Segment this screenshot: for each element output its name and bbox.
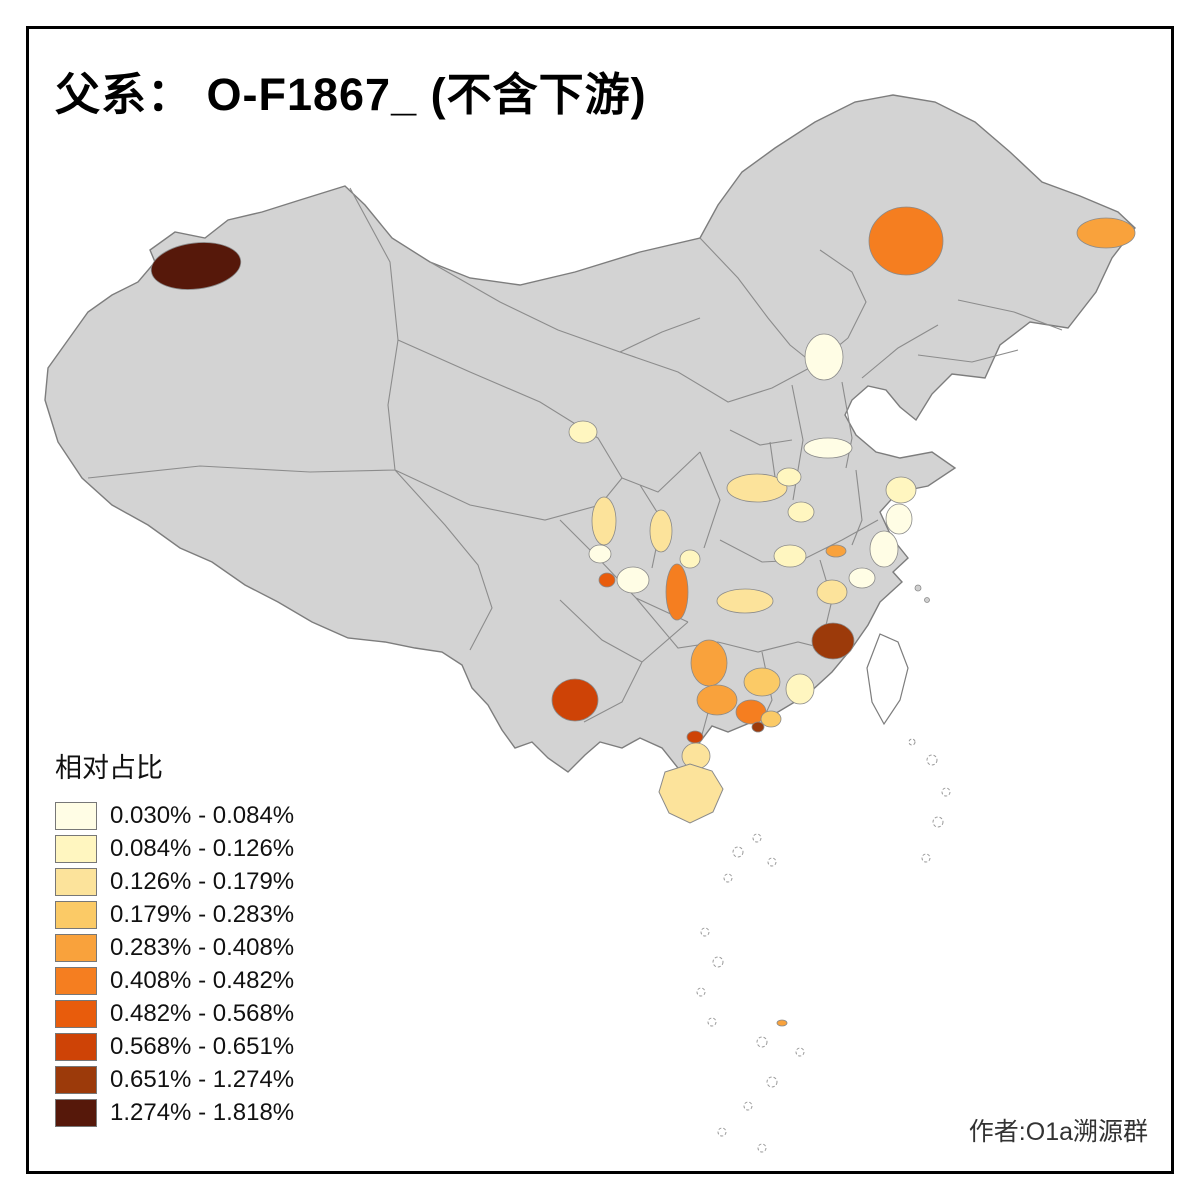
hainan-island: [658, 763, 724, 824]
map-region: [868, 206, 944, 276]
legend-label: 0.084% - 0.126%: [110, 834, 295, 862]
map-region: [811, 622, 855, 660]
map-region: [825, 544, 847, 558]
map-region: [598, 572, 616, 588]
map-region: [665, 563, 689, 621]
map-region: [726, 473, 788, 503]
legend-item: 0.179% - 0.283%: [55, 898, 294, 931]
map-region: [743, 667, 781, 697]
map-region: [696, 684, 738, 716]
legend-item: 0.283% - 0.408%: [55, 931, 294, 964]
legend-label: 0.283% - 0.408%: [110, 933, 295, 961]
map-region: [885, 503, 913, 535]
map-region: [568, 420, 598, 444]
map-region: [591, 496, 617, 546]
map-region: [760, 710, 782, 728]
map-region: [588, 544, 612, 564]
map-region: [885, 476, 917, 504]
legend-swatch: [55, 933, 97, 962]
map-region: [686, 730, 704, 744]
legend-item: 0.408% - 0.482%: [55, 964, 294, 997]
legend-swatch: [55, 1032, 97, 1061]
map-region: [716, 588, 774, 614]
map-region: [804, 333, 844, 381]
legend-label: 0.179% - 0.283%: [110, 900, 295, 928]
map-region: [616, 566, 650, 594]
taiwan-island: [866, 633, 909, 726]
legend-item: 0.482% - 0.568%: [55, 997, 294, 1030]
legend-swatch: [55, 999, 97, 1028]
legend-label: 1.274% - 1.818%: [110, 1098, 295, 1126]
legend-item: 0.030% - 0.084%: [55, 799, 294, 832]
legend-item: 0.651% - 1.274%: [55, 1063, 294, 1096]
map-region: [803, 437, 853, 459]
map-region: [751, 721, 765, 733]
sea-islands: [696, 738, 951, 1153]
map-region: [1076, 217, 1136, 249]
legend-swatch: [55, 1098, 97, 1127]
legend-label: 0.482% - 0.568%: [110, 999, 295, 1027]
legend-swatch: [55, 1065, 97, 1094]
page-title: 父系： O-F1867_ (不含下游): [55, 69, 647, 120]
map-region: [649, 509, 673, 553]
legend-label: 0.126% - 0.179%: [110, 867, 295, 895]
coastal-islands: [914, 584, 930, 603]
legend-item: 0.084% - 0.126%: [55, 832, 294, 865]
legend-title: 相对占比: [55, 753, 163, 783]
map-region: [869, 530, 899, 568]
map-region: [848, 567, 876, 589]
legend-label: 0.408% - 0.482%: [110, 966, 295, 994]
legend: 相对占比 0.030% - 0.084% 0.084% - 0.126% 0.1…: [55, 746, 294, 1129]
map-region: [776, 467, 802, 487]
map-region: [787, 501, 815, 523]
map-region: [776, 1019, 788, 1027]
legend-item: 0.568% - 0.651%: [55, 1030, 294, 1063]
map-region: [690, 639, 728, 687]
map-region: [679, 549, 701, 569]
legend-item: 0.126% - 0.179%: [55, 865, 294, 898]
legend-label: 0.568% - 0.651%: [110, 1032, 295, 1060]
legend-swatch: [55, 867, 97, 896]
map-region: [551, 678, 599, 722]
colored-regions: [150, 206, 1136, 1027]
legend-item: 1.274% - 1.818%: [55, 1096, 294, 1129]
map-region: [773, 544, 807, 568]
legend-swatch: [55, 966, 97, 995]
map-region: [785, 673, 815, 705]
legend-swatch: [55, 801, 97, 830]
author-credit: 作者:O1a溯源群: [968, 1118, 1148, 1146]
legend-swatch: [55, 900, 97, 929]
map-region: [150, 242, 242, 290]
map-region: [816, 579, 848, 605]
legend-label: 0.651% - 1.274%: [110, 1065, 295, 1093]
legend-label: 0.030% - 0.084%: [110, 801, 295, 829]
legend-swatch: [55, 834, 97, 863]
